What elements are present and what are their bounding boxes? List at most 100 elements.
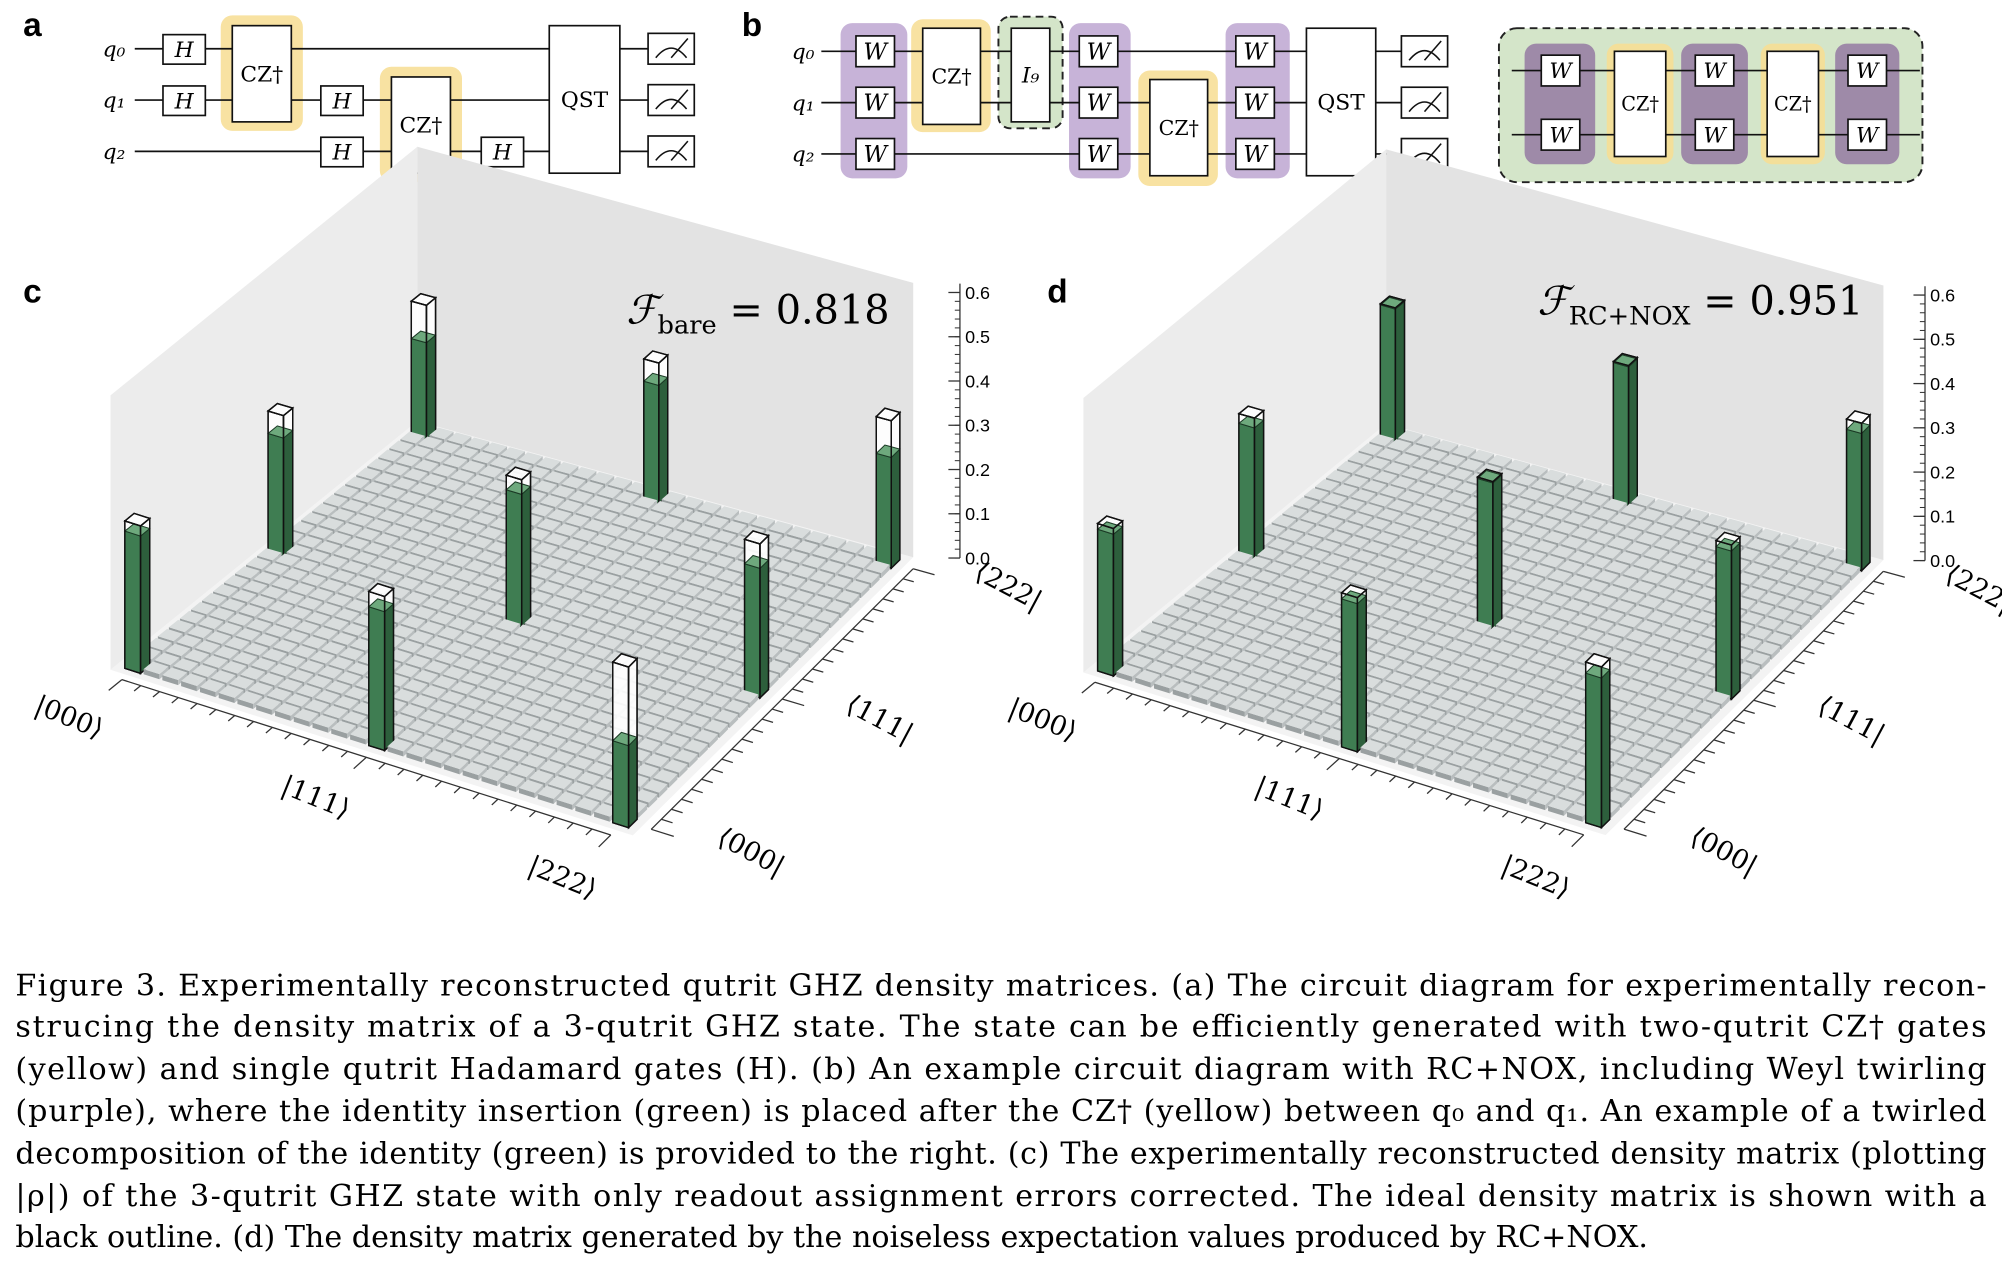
bar-top (495, 618, 521, 632)
bar-top (195, 640, 221, 653)
bar-top (1376, 508, 1402, 521)
bar-top (545, 595, 570, 609)
bar-face (1405, 740, 1414, 754)
bar-face (1320, 553, 1330, 566)
bar-face (1562, 686, 1571, 700)
bar-face (345, 574, 356, 588)
bar-face (641, 752, 651, 767)
bar-top (827, 575, 852, 588)
bar (367, 598, 395, 752)
bar-top (327, 593, 352, 607)
bar-face (1763, 631, 1772, 645)
bar-top (432, 525, 457, 538)
bar-face (1741, 561, 1750, 576)
bar-top (456, 721, 481, 735)
bar-top (443, 578, 469, 591)
bar-top (198, 616, 224, 629)
edge-tick (1163, 705, 1171, 712)
bar-face (1449, 504, 1459, 518)
bar-top (631, 583, 656, 596)
bar-top (323, 494, 348, 507)
bar-top (525, 466, 550, 479)
bar-face (1615, 526, 1624, 540)
bar-top (1268, 538, 1293, 551)
bar-top (1438, 538, 1463, 551)
bar-face (411, 519, 421, 533)
bar-top (326, 531, 352, 545)
bar-face (1097, 528, 1114, 677)
bar-face (1407, 541, 1417, 555)
edge-tick (872, 608, 884, 613)
bar-top (540, 494, 565, 507)
bar-face (1194, 638, 1204, 652)
bar-top (1558, 560, 1583, 573)
bar-face (1434, 736, 1444, 751)
fidelity-value: 0.818 (776, 287, 890, 333)
bar-face (1547, 632, 1557, 646)
bar-face (312, 689, 322, 703)
bar-face (1795, 576, 1804, 591)
bar-top (1385, 584, 1411, 597)
edge-tick (1276, 740, 1284, 747)
edge-tick (1351, 763, 1359, 771)
bar-top (1770, 582, 1794, 595)
bar-face (504, 460, 515, 474)
bar-face (662, 617, 672, 631)
bar-face (1640, 546, 1650, 560)
bar-face (232, 627, 242, 640)
bar-face (367, 556, 377, 570)
bar-top (262, 648, 287, 662)
bar-top (1641, 571, 1666, 584)
bar-top (594, 509, 619, 523)
bar-top (403, 468, 428, 481)
bar-top (260, 586, 286, 599)
bar-top (1229, 612, 1254, 625)
bar-top (1404, 677, 1429, 691)
bar-face (1391, 452, 1401, 466)
bar-top (585, 582, 610, 595)
bar-top (1451, 591, 1476, 604)
bar-face (1564, 662, 1573, 676)
bar-face (1600, 497, 1609, 511)
bar-face (494, 531, 504, 545)
bar-face (1476, 477, 1494, 630)
bar-top (1790, 562, 1814, 576)
bar-top (1541, 756, 1566, 770)
bar-top (689, 663, 714, 677)
bar-face (1572, 677, 1581, 691)
bar-face (1367, 554, 1377, 568)
bar-top (1210, 693, 1235, 706)
bar-top (344, 537, 370, 550)
bar (1715, 537, 1741, 701)
bar-top (561, 476, 586, 489)
bar-face (1231, 649, 1241, 663)
bar-top (1459, 458, 1484, 471)
bar-top (1428, 547, 1453, 560)
bar-top (388, 500, 413, 513)
bar-top (1530, 766, 1556, 780)
bar-top (549, 750, 575, 764)
bar-face (537, 494, 547, 507)
bar-top (822, 535, 847, 549)
bar-top (1441, 688, 1466, 702)
bar-top (465, 559, 490, 573)
bar-face (1258, 584, 1268, 597)
bar-face (1359, 479, 1369, 493)
bar-face (347, 725, 356, 739)
bar-top (1314, 712, 1340, 726)
fidelity-subscript: RC+NOX (1569, 302, 1692, 332)
bar-top (432, 464, 457, 477)
bar-top (1308, 673, 1334, 687)
bar-top (1300, 511, 1326, 524)
bar-face (1316, 663, 1326, 677)
bar-top (514, 713, 539, 727)
bar-face (1452, 481, 1462, 495)
bar-face (1268, 661, 1278, 675)
bar-face (1266, 685, 1275, 699)
bar-top (1643, 546, 1668, 560)
bar-top (461, 460, 486, 473)
bar-face (532, 604, 542, 618)
bar-top (479, 465, 504, 478)
bar-top (1435, 562, 1461, 575)
bar-face (1561, 511, 1571, 525)
